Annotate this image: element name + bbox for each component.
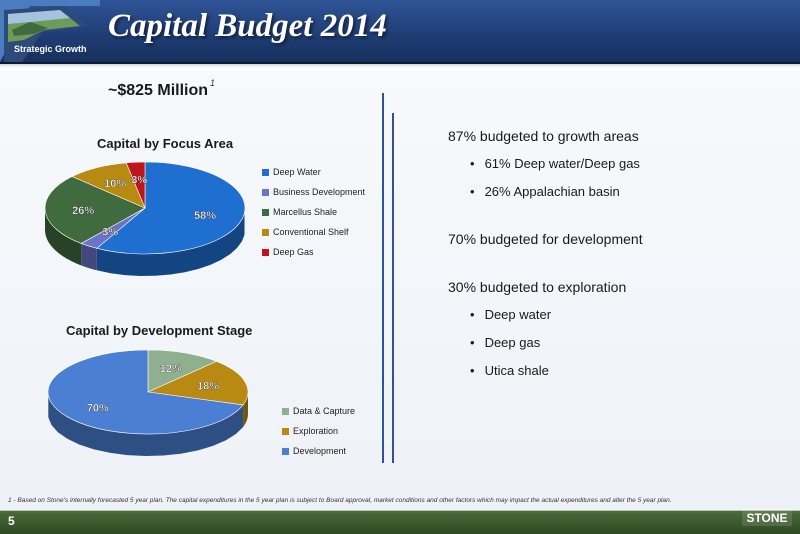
development-stage-legend-exploration: Exploration: [282, 421, 355, 441]
focus-area-slice-deep-water: [96, 161, 246, 255]
development-stage-legend-swatch-exploration: [282, 427, 289, 435]
focus-area-label-deep-water: 58%: [194, 210, 216, 222]
focus-area-legend-label-business-development: Business Development: [273, 187, 366, 197]
footnote: 1 - Based on Stone's internally forecast…: [8, 497, 672, 504]
highlight-development: 70% budgeted for development: [448, 231, 643, 247]
page-number: 5: [8, 514, 15, 528]
development-stage-slice-exploration: [146, 361, 249, 406]
focus-area-label-business-development: 3%: [102, 227, 118, 239]
focus-area-legend-swatch-conventional-shelf: [262, 228, 269, 236]
divider-line-left: [382, 93, 384, 463]
development-stage-legend-development: Development: [282, 441, 355, 461]
highlight-exploration-sub-3: Utica shale: [470, 363, 778, 378]
chart-1-title: Capital by Focus Area: [97, 136, 234, 151]
focus-area-legend-label-marcellus-shale: Marcellus Shale: [273, 207, 338, 217]
development-stage-side-development: [48, 395, 244, 456]
stone-logo: STONE: [742, 508, 792, 526]
focus-area-slice-deep-gas: [125, 161, 146, 209]
focus-area-side-marcellus-shale: [45, 207, 82, 266]
logo-text: STONE: [746, 511, 787, 525]
focus-area-label-deep-gas: 3%: [131, 175, 147, 187]
focus-area-legend-swatch-business-development: [262, 188, 269, 196]
development-stage-legend-swatch-data-capture: [282, 407, 289, 415]
focus-area-legend-business-development: Business Development: [262, 182, 365, 202]
focus-area-side-deep-water: [96, 212, 245, 276]
focus-area-label-conventional-shelf: 10%: [104, 178, 126, 190]
highlights: 87% budgeted to growth areas 61% Deep wa…: [448, 128, 778, 391]
development-stage-label-data-capture: 12%: [160, 363, 182, 375]
focus-area-legend-label-deep-water: Deep Water: [273, 167, 321, 177]
focus-area-slice-marcellus-shale: [44, 176, 146, 244]
badge-sky: [8, 10, 70, 24]
development-stage-label-exploration: 18%: [197, 381, 219, 393]
page-title: Capital Budget 2014: [108, 8, 387, 44]
focus-area-side-business-development: [81, 243, 97, 271]
divider-line-right: [392, 113, 394, 463]
focus-area-legend-swatch-marcellus-shale: [262, 208, 269, 216]
focus-area-legend-marcellus-shale: Marcellus Shale: [262, 202, 365, 222]
development-stage-slice-data-capture: [147, 349, 218, 393]
development-stage-slice-development: [47, 349, 244, 435]
strategic-growth-badge: [0, 0, 100, 62]
highlight-exploration: 30% budgeted to exploration: [448, 279, 627, 295]
focus-area-legend-swatch-deep-water: [262, 168, 269, 176]
development-stage-legend-label-data-capture: Data & Capture: [293, 406, 356, 416]
focus-area-label-marcellus-shale: 26%: [72, 205, 94, 217]
focus-area-legend-label-deep-gas: Deep Gas: [273, 247, 314, 257]
highlight-growth-sub-2: 26% Appalachian basin: [470, 184, 778, 199]
badge-hills: [12, 22, 48, 36]
focus-area-legend-label-conventional-shelf: Conventional Shelf: [273, 227, 349, 237]
badge-text: Strategic Growth: [14, 44, 87, 54]
development-stage-legend-label-exploration: Exploration: [293, 426, 339, 436]
highlight-growth-sub-1: 61% Deep water/Deep gas: [470, 156, 778, 171]
badge-stripe: [0, 0, 100, 62]
focus-area-legend-deep-water: Deep Water: [262, 162, 365, 182]
development-stage-legend: Data & Capture Exploration Development: [282, 401, 355, 461]
logo-plate: [742, 508, 792, 526]
focus-area-legend-swatch-deep-gas: [262, 248, 269, 256]
development-stage-legend-label-development: Development: [293, 446, 347, 456]
development-stage-legend-data-capture: Data & Capture: [282, 401, 355, 421]
header-shadow: [0, 62, 800, 68]
highlight-exploration-sub-2: Deep gas: [470, 335, 778, 350]
focus-area-legend-conventional-shelf: Conventional Shelf: [262, 222, 365, 242]
header-bar: [0, 0, 800, 64]
focus-area-pie-chart: 58% 3% 26% 10% 3%: [44, 161, 246, 276]
footer-bar: [0, 510, 800, 534]
development-stage-pie-chart: 12% 18% 70%: [47, 349, 249, 456]
highlight-growth: 87% budgeted to growth areas: [448, 128, 639, 144]
focus-area-legend: Deep Water Business Development Marcellus …: [262, 162, 365, 262]
footnote-ref: 1: [210, 78, 216, 88]
development-stage-legend-swatch-development: [282, 447, 289, 455]
chart-2-title: Capital by Development Stage: [66, 323, 253, 338]
development-stage-label-development: 70%: [87, 402, 109, 414]
budget-total: ~$825 Million: [108, 82, 209, 99]
highlight-exploration-sub-1: Deep water: [470, 307, 778, 322]
development-stage-side-exploration: [243, 391, 248, 427]
focus-area-legend-deep-gas: Deep Gas: [262, 242, 365, 262]
